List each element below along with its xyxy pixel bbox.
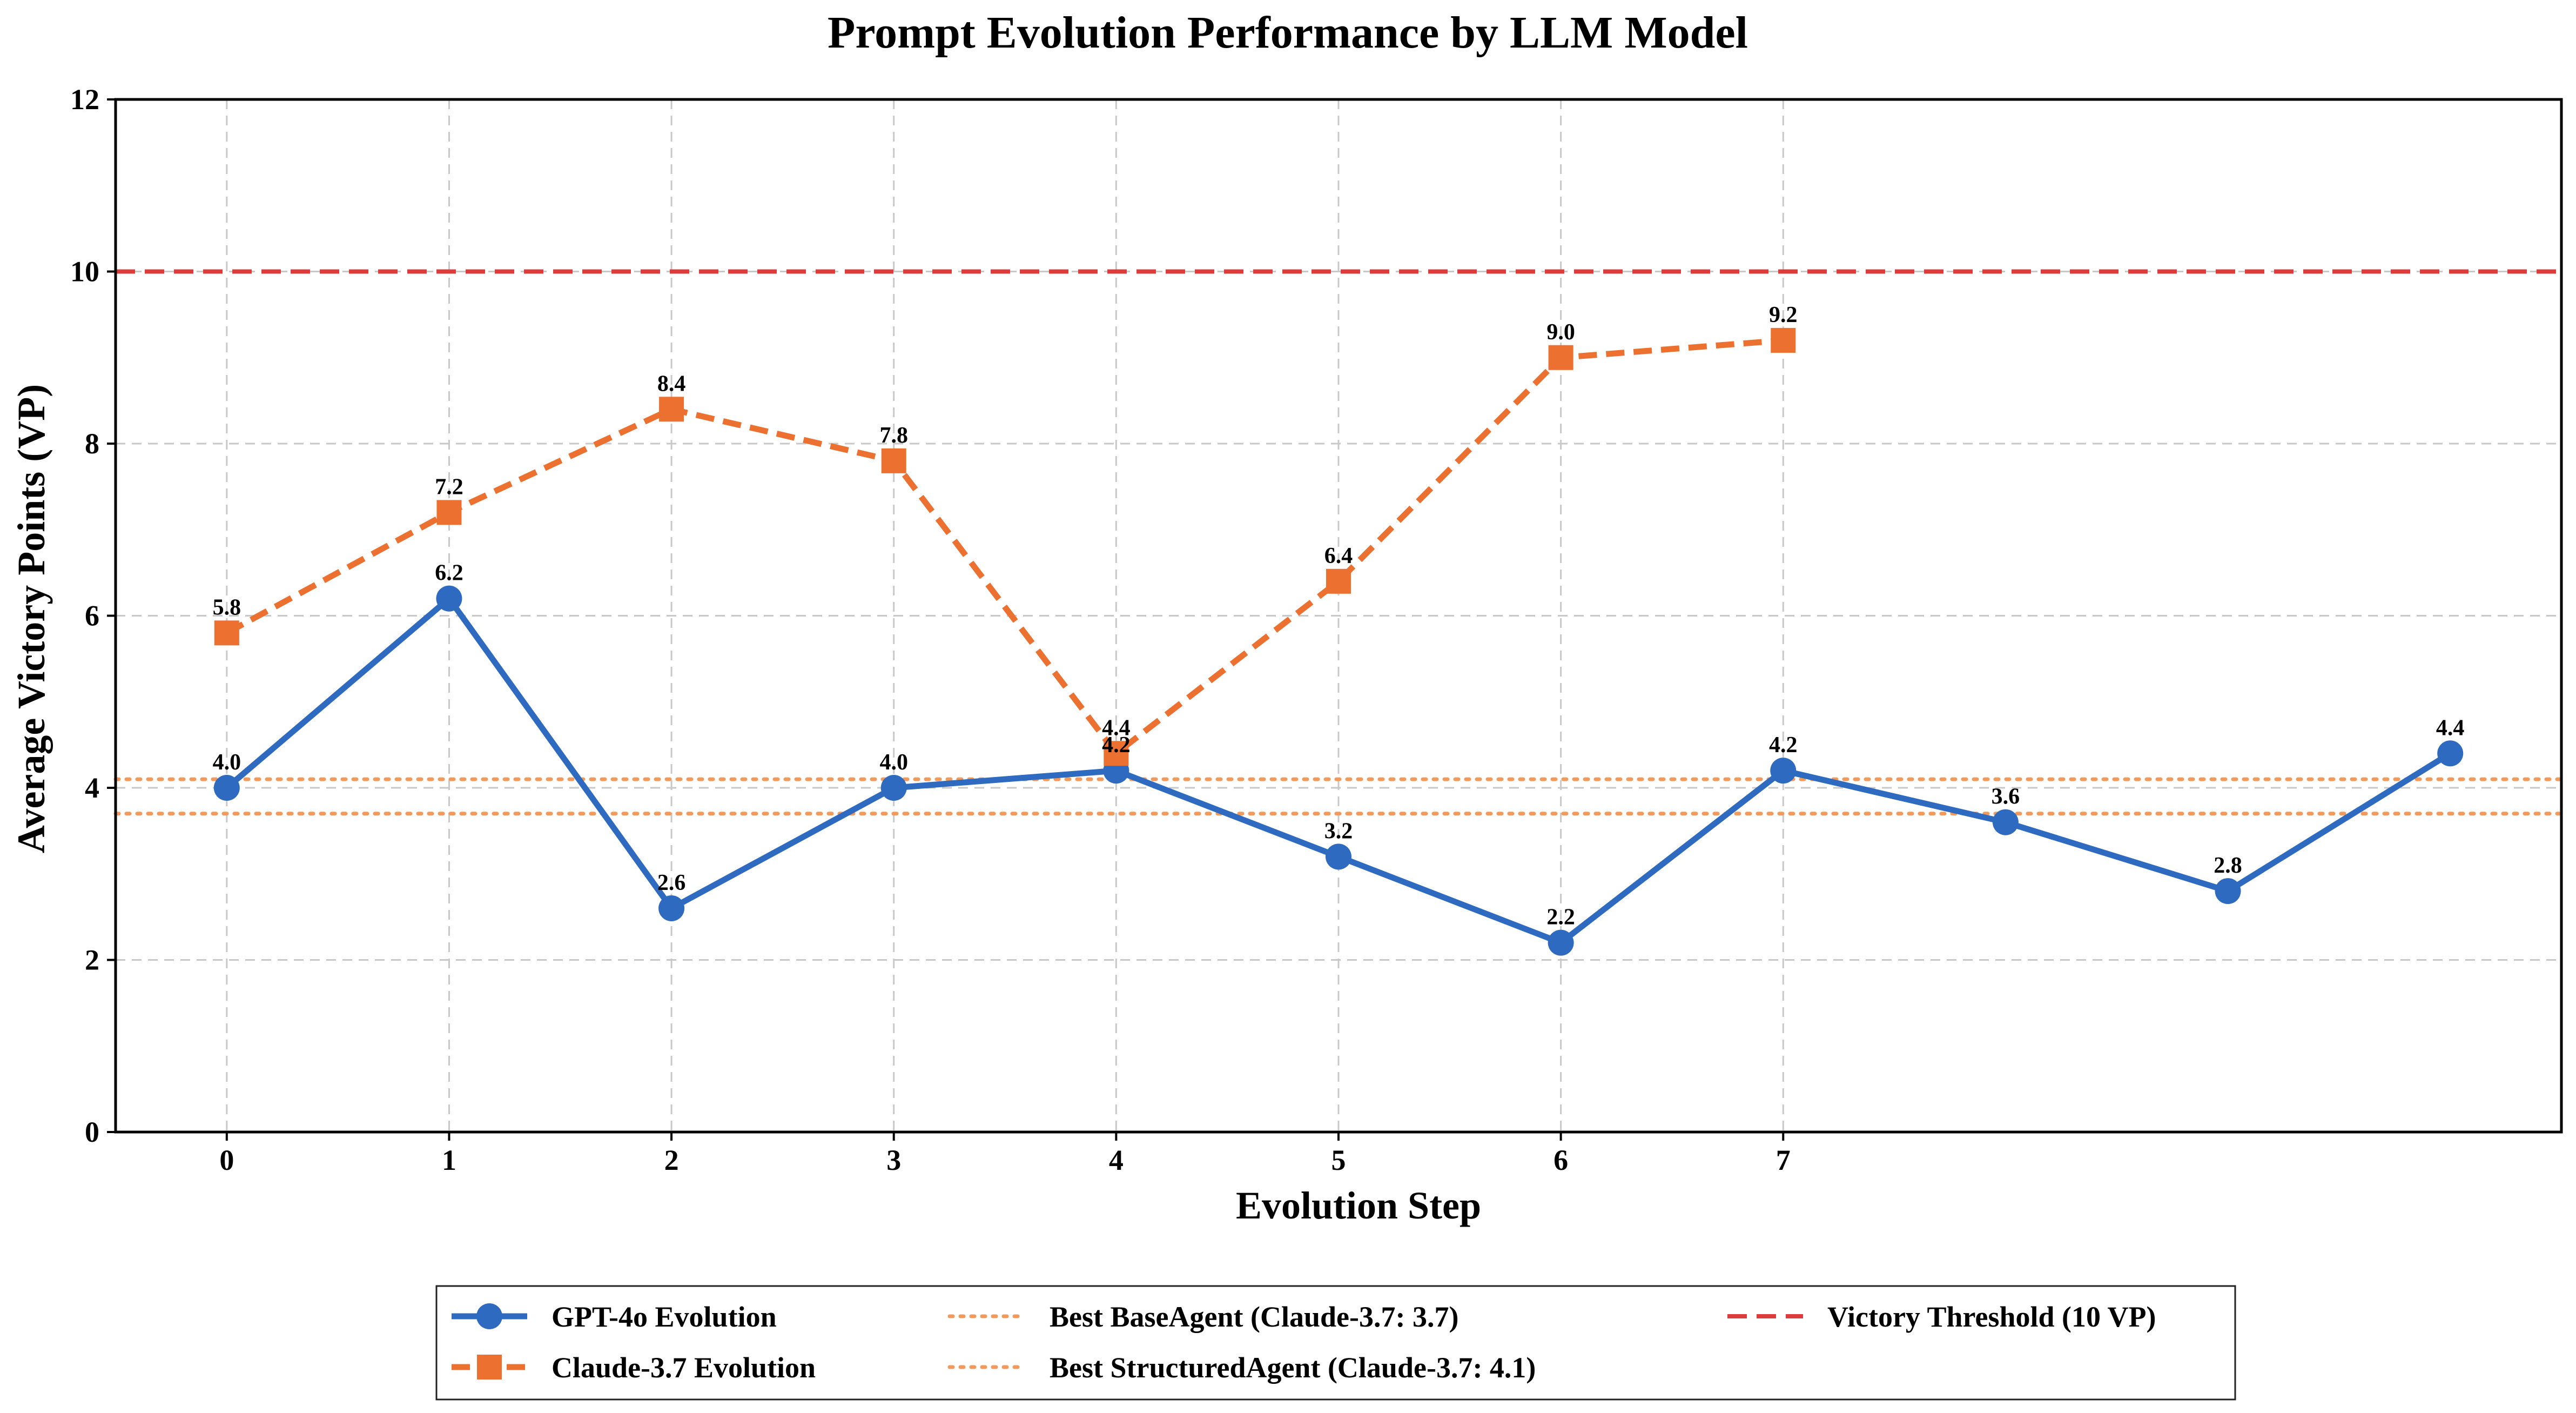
legend-frame (435, 1285, 2236, 1401)
data-label: 6.2 (435, 561, 463, 586)
data-label: 4.4 (2436, 715, 2465, 740)
x-axis-label: Evolution Step (1236, 1184, 1481, 1227)
data-point (658, 895, 685, 921)
x-tick-label: 1 (442, 1144, 456, 1176)
x-tick-label: 6 (1553, 1144, 1568, 1176)
data-label: 9.0 (1546, 320, 1575, 345)
data-point (1771, 327, 1796, 353)
y-tick-label: 8 (85, 427, 99, 460)
data-point (436, 585, 462, 612)
data-point (2215, 878, 2241, 905)
y-tick-label: 4 (85, 772, 99, 804)
data-point (1326, 843, 1351, 870)
grid (116, 99, 2561, 1132)
data-point (881, 448, 906, 473)
legend-label: GPT-4o Evolution (551, 1301, 777, 1333)
data-label: 4.0 (213, 750, 241, 775)
legend: GPT-4o Evolution Claude-3.7 Evolution Best… (435, 1285, 2236, 1401)
data-label: 8.4 (657, 371, 686, 396)
x-tick-label: 5 (1331, 1144, 1346, 1176)
reference-lines (113, 269, 2564, 816)
x-tick-label: 7 (1776, 1144, 1791, 1176)
data-label: 3.2 (1324, 819, 1353, 843)
y-tick-label: 0 (85, 1116, 99, 1148)
data-label: 4.0 (879, 750, 908, 775)
data-label: 7.8 (879, 423, 908, 448)
data-label: 5.8 (213, 595, 241, 620)
y-tick-label: 10 (70, 256, 99, 288)
y-tick-label: 6 (85, 600, 99, 632)
data-point (436, 500, 462, 525)
data-label: 4.2 (1102, 733, 1131, 758)
x-tick-label: 0 (219, 1144, 234, 1176)
x-tick-label: 2 (664, 1144, 679, 1176)
data-point (1104, 741, 1129, 766)
data-label: 7.2 (435, 474, 463, 499)
data-point (1992, 809, 2019, 835)
data-point (1770, 758, 1797, 784)
legend-label: Claude-3.7 Evolution (551, 1351, 816, 1384)
data-label: 2.2 (1546, 905, 1575, 930)
legend-handle-marker (476, 1303, 502, 1329)
data-point (213, 775, 240, 801)
data-label: 2.8 (2214, 853, 2242, 878)
data-label: 3.6 (1992, 785, 2020, 809)
legend-label: Best StructuredAgent (Claude-3.7: 4.1) (1050, 1351, 1536, 1384)
chart-title: Prompt Evolution Performance by LLM Mode… (828, 8, 1748, 58)
legend-handle-marker (477, 1355, 502, 1379)
y-tick-label: 2 (85, 944, 99, 976)
data-label: 9.2 (1769, 303, 1798, 327)
data-point (1548, 929, 1574, 956)
legend-label: Victory Threshold (10 VP) (1827, 1301, 2156, 1333)
series-line-1 (225, 337, 1784, 756)
y-axis-label: Average Victory Points (VP) (10, 384, 53, 853)
data-point (659, 397, 684, 422)
x-tick-label: 3 (886, 1144, 901, 1176)
data-label: 4.2 (1769, 733, 1798, 758)
series-layer (213, 327, 2464, 956)
data-label: 2.6 (657, 870, 686, 895)
data-label: 4.4 (1102, 715, 1131, 740)
y-tick-label: 12 (70, 83, 99, 116)
chart-title-text: Prompt Evolution Performance by LLM Mode… (828, 8, 1748, 58)
x-tick-label: 4 (1109, 1144, 1124, 1176)
legend-label: Best BaseAgent (Claude-3.7: 3.7) (1050, 1301, 1458, 1333)
data-point (1326, 568, 1351, 594)
data-point (880, 775, 907, 801)
data-label: 6.4 (1324, 544, 1353, 568)
data-point (2437, 740, 2464, 767)
data-point (214, 620, 239, 646)
data-labels: 4.0 6.2 2.6 4.0 4.2 3.2 2.2 4.2 3.6 2.8 4.4 5.8 7.2 8… (213, 303, 2465, 930)
data-point (1548, 345, 1573, 370)
